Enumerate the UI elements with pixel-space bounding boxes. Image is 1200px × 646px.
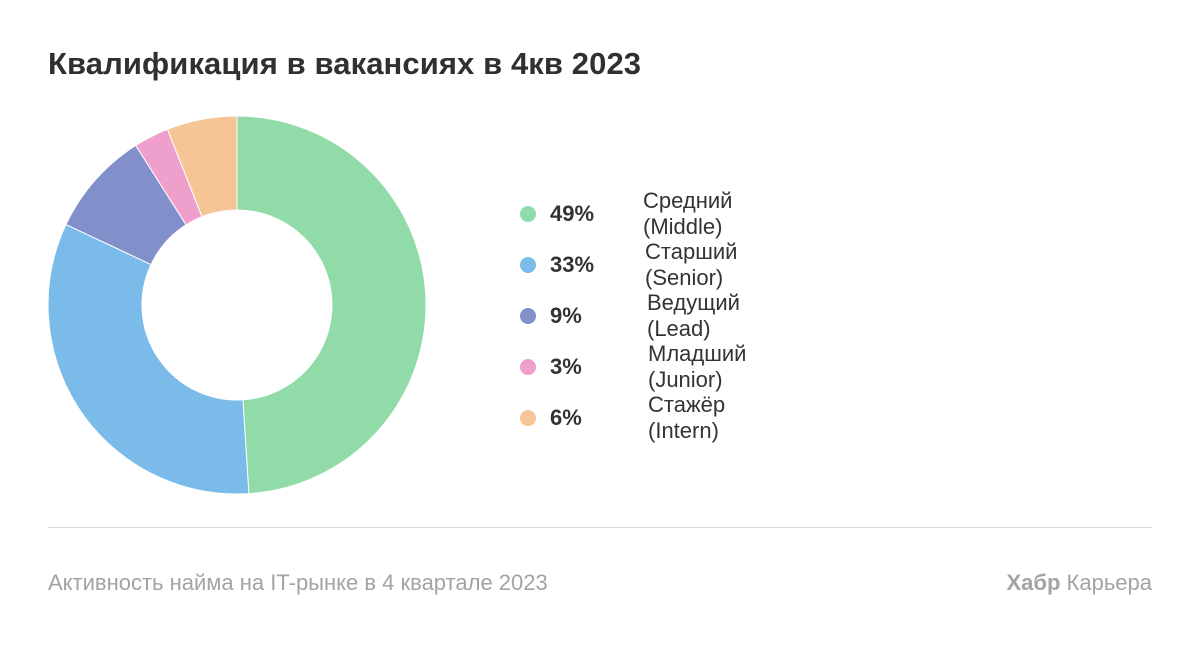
brand-regular: Карьера bbox=[1066, 570, 1152, 595]
legend-percent: 9% bbox=[550, 302, 582, 328]
legend-label: Ведущий (Lead) bbox=[647, 289, 740, 341]
legend-item: 49% Средний (Middle) bbox=[520, 188, 732, 239]
legend-item: 33% Старший (Senior) bbox=[520, 239, 737, 290]
legend-percent: 3% bbox=[550, 353, 582, 379]
legend-dot-icon bbox=[520, 307, 536, 324]
legend-dot-icon bbox=[520, 409, 536, 426]
legend-item: 6% Стажёр (Intern) bbox=[520, 392, 725, 443]
legend-item: 9% Ведущий (Lead) bbox=[520, 290, 740, 341]
donut-slice-0 bbox=[236, 115, 427, 495]
donut-slice-1 bbox=[47, 223, 250, 495]
legend-dot-icon bbox=[520, 205, 536, 222]
legend-label: Стажёр (Intern) bbox=[648, 391, 726, 443]
brand-bold: Хабр bbox=[1006, 570, 1061, 595]
legend-percent: 33% bbox=[550, 251, 595, 277]
divider bbox=[48, 527, 1152, 528]
donut-slice-4 bbox=[166, 115, 238, 218]
legend: 49% Средний (Middle) 33% Старший (Senior) 9%… bbox=[520, 188, 746, 443]
footer-brand: Хабр Карьера bbox=[1006, 570, 1152, 596]
legend-label: Средний (Middle) bbox=[643, 187, 733, 239]
legend-item: 3% Младший (Junior) bbox=[520, 341, 746, 392]
legend-dot-icon bbox=[520, 256, 536, 273]
legend-label: Младший (Junior) bbox=[648, 340, 747, 392]
donut-chart bbox=[47, 115, 427, 495]
legend-dot-icon bbox=[520, 358, 536, 375]
footer-caption: Активность найма на IT-рынке в 4 квартал… bbox=[48, 570, 548, 595]
chart-title: Квалификация в вакансиях в 4кв 2023 bbox=[48, 46, 642, 81]
legend-percent: 6% bbox=[550, 404, 582, 430]
legend-label: Старший (Senior) bbox=[645, 238, 738, 290]
legend-percent: 49% bbox=[550, 200, 595, 226]
